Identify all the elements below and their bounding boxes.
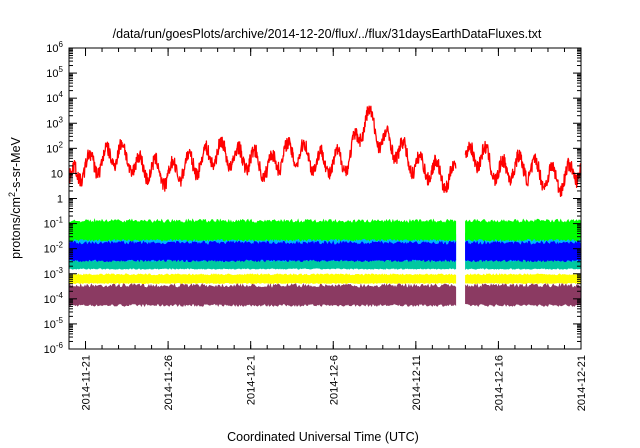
y-tick-label: 102 [46, 140, 63, 155]
chart-title: /data/run/goesPlots/archive/2014-12-20/f… [113, 27, 542, 41]
series-band-1-seg-1 [69, 282, 457, 307]
y-tick-label-base: 10 [46, 93, 58, 105]
y-tick-label: 10 [51, 168, 63, 180]
series-band-1-seg-2 [465, 282, 581, 307]
series-band-2-seg-2 [465, 273, 581, 285]
y-axis-label-base: protons/cm [9, 197, 23, 259]
series-group [69, 105, 581, 307]
x-tick-label: 2014-12-21 [576, 355, 588, 411]
y-tick-label-base: 10 [46, 118, 58, 130]
x-tick-label: 2014-12-1 [246, 355, 258, 405]
series-line-seg-1 [69, 105, 457, 194]
x-tick-label: 2014-12-6 [328, 355, 340, 405]
y-tick-label: 10-4 [44, 291, 64, 306]
y-tick-label-base: 10 [44, 344, 56, 356]
y-tick-label-exp: 6 [59, 40, 64, 49]
y-tick-label-base: 10 [44, 269, 56, 281]
x-tick-label: 2014-11-21 [81, 355, 93, 410]
y-tick-label-exp: -2 [56, 241, 64, 250]
y-tick-label-base: 10 [46, 143, 58, 155]
y-tick-label-base: 10 [51, 168, 63, 180]
y-tick-label-exp: -6 [56, 341, 64, 350]
y-axis-label-sup: 2 [7, 192, 17, 197]
y-axis-label-rest: -s-sr-MeV [9, 136, 23, 192]
y-tick-label: 10-1 [44, 216, 64, 231]
y-tick-label-base: 10 [46, 68, 58, 80]
x-tick-label: 2014-12-11 [411, 355, 423, 410]
y-axis-label: protons/cm2-s-sr-MeV [7, 136, 23, 258]
y-tick-label: 104 [46, 90, 63, 105]
y-tick-label-exp: -1 [56, 216, 64, 225]
y-tick-label-exp: 3 [59, 115, 64, 124]
y-tick-label: 105 [46, 65, 63, 80]
x-tick-label: 2014-11-26 [163, 355, 175, 410]
y-tick-label-base: 10 [44, 244, 56, 256]
y-tick-label-base: 10 [44, 219, 56, 231]
series-line-seg-2 [464, 140, 581, 197]
y-tick-label: 10-2 [44, 241, 64, 256]
x-axis-label: Coordinated Universal Time (UTC) [227, 430, 419, 444]
series-band-6-seg-2 [465, 218, 581, 242]
y-tick-label-exp: 4 [59, 90, 64, 99]
y-tick-label-exp: 5 [59, 65, 64, 74]
y-tick-label-base: 10 [46, 43, 58, 55]
series-band-2-seg-1 [69, 273, 457, 285]
y-tick-label-exp: 2 [59, 140, 64, 149]
series-band-5-seg-1 [69, 240, 457, 263]
axes: 10-610-510-410-310-210-11101021031041051… [44, 40, 588, 411]
series-band-6-seg-1 [69, 218, 457, 242]
y-tick-label-base: 10 [44, 319, 56, 331]
y-tick-label: 10-5 [44, 316, 64, 331]
y-tick-label-exp: -4 [56, 291, 64, 300]
y-tick-label-base: 1 [57, 194, 63, 206]
series-band-5-seg-2 [465, 240, 581, 263]
y-tick-label-exp: -3 [56, 266, 64, 275]
y-tick-label: 10-6 [44, 341, 64, 356]
y-tick-label: 103 [46, 115, 63, 130]
y-tick-label: 106 [46, 40, 63, 55]
x-tick-label: 2014-12-16 [493, 355, 505, 411]
y-tick-label-base: 10 [44, 294, 56, 306]
plot-area [69, 105, 581, 307]
y-tick-label: 1 [57, 194, 63, 206]
y-tick-label: 10-3 [44, 266, 64, 281]
y-tick-label-exp: -5 [56, 316, 64, 325]
